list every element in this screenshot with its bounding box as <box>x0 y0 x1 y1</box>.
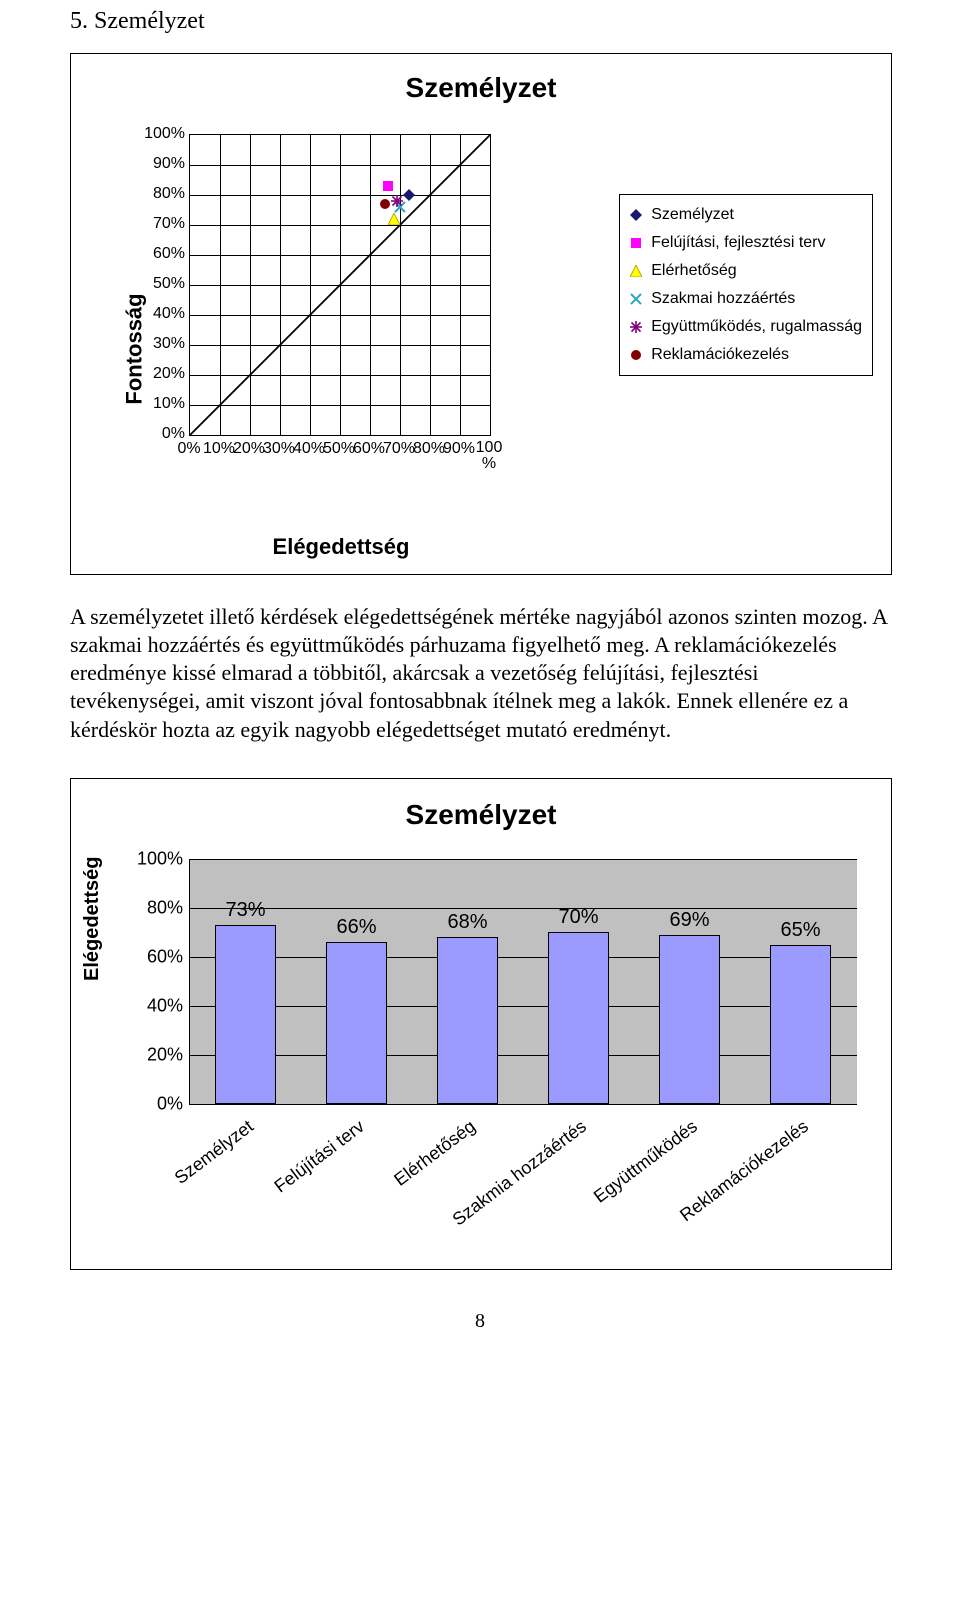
legend-label: Felújítási, fejlesztési terv <box>651 234 825 252</box>
scatter-x-tick: 20% <box>233 440 265 458</box>
legend-marker-icon <box>628 291 644 307</box>
scatter-x-tick: 60% <box>353 440 385 458</box>
legend-row: Szakmai hozzáértés <box>628 285 862 313</box>
legend-marker-icon <box>628 347 644 363</box>
bar-value-label: 65% <box>780 919 820 942</box>
bar-x-tick: Felújítási terv <box>270 1116 368 1197</box>
legend-label: Elérhetőség <box>651 262 736 280</box>
scatter-y-tick: 60% <box>137 245 185 263</box>
bar-y-tick: 60% <box>131 946 183 967</box>
scatter-x-tick: 70% <box>383 440 415 458</box>
legend-row: Együttműködés, rugalmasság <box>628 313 862 341</box>
scatter-x-tick: 10% <box>203 440 235 458</box>
page-number: 8 <box>70 1310 890 1333</box>
bar-y-axis-title: Elégedettség <box>81 856 104 980</box>
bar-title: Személyzet <box>71 779 891 839</box>
bar-x-tick: Személyzet <box>170 1116 257 1189</box>
scatter-x-tick: 90% <box>443 440 475 458</box>
bar-column: 65% <box>770 859 831 1104</box>
bar-rect: 68% <box>437 937 498 1104</box>
scatter-y-tick: 100% <box>137 125 185 143</box>
bar-column: 70% <box>548 859 609 1104</box>
bar-x-tick: Együttműködés <box>589 1116 701 1207</box>
legend-label: Szakmai hozzáértés <box>651 290 795 308</box>
bar-y-tick: 0% <box>131 1093 183 1114</box>
bar-rect: 69% <box>659 935 720 1104</box>
bar-y-tick: 100% <box>131 848 183 869</box>
scatter-y-tick: 90% <box>137 155 185 173</box>
bar-chart: Személyzet Elégedettség 73% 66% 68% 70% 69% 6… <box>70 778 892 1270</box>
legend-row: Reklamációkezelés <box>628 341 862 369</box>
bar-column: 73% <box>215 859 276 1104</box>
scatter-x-tick: 50% <box>323 440 355 458</box>
scatter-y-tick: 80% <box>137 185 185 203</box>
scatter-y-tick: 50% <box>137 275 185 293</box>
scatter-plot-area <box>189 134 491 436</box>
scatter-chart: Személyzet Fontosság 0%10%20%30%40%50%60… <box>70 53 892 575</box>
scatter-x-axis-title: Elégedettség <box>71 534 611 560</box>
bar-y-tick: 40% <box>131 995 183 1016</box>
scatter-y-tick: 20% <box>137 365 185 383</box>
scatter-y-tick: 10% <box>137 395 185 413</box>
bar-x-tick: Elérhetőség <box>390 1116 479 1191</box>
bar-plot-area: 73% 66% 68% 70% 69% 65% <box>189 859 857 1105</box>
bar-rect: 65% <box>770 945 831 1104</box>
scatter-point <box>382 180 394 192</box>
scatter-x-tick: 80% <box>413 440 445 458</box>
scatter-x-tick: 100% <box>476 440 503 472</box>
bar-rect: 73% <box>215 925 276 1104</box>
scatter-point <box>391 195 403 207</box>
scatter-x-tick: 40% <box>293 440 325 458</box>
bar-column: 69% <box>659 859 720 1104</box>
bar-y-tick: 80% <box>131 897 183 918</box>
legend-marker-icon <box>628 207 644 223</box>
legend-marker-icon <box>628 263 644 279</box>
scatter-y-tick: 40% <box>137 305 185 323</box>
scatter-legend: Személyzet Felújítási, fejlesztési terv El… <box>619 194 873 376</box>
bar-value-label: 68% <box>447 911 487 934</box>
bar-column: 68% <box>437 859 498 1104</box>
legend-label: Személyzet <box>651 206 734 224</box>
legend-row: Személyzet <box>628 201 862 229</box>
legend-row: Felújítási, fejlesztési terv <box>628 229 862 257</box>
scatter-x-tick: 0% <box>177 440 200 458</box>
legend-label: Együttműködés, rugalmasság <box>651 318 862 336</box>
legend-marker-icon <box>628 235 644 251</box>
bar-column: 66% <box>326 859 387 1104</box>
scatter-point <box>388 213 400 225</box>
bar-rect: 66% <box>326 942 387 1104</box>
bar-value-label: 70% <box>558 906 598 929</box>
scatter-y-tick: 70% <box>137 215 185 233</box>
bar-value-label: 73% <box>225 899 265 922</box>
bar-value-label: 69% <box>669 909 709 932</box>
bar-value-label: 66% <box>336 916 376 939</box>
legend-row: Elérhetőség <box>628 257 862 285</box>
analysis-paragraph: A személyzetet illető kérdések elégedett… <box>70 603 890 744</box>
bar-rect: 70% <box>548 932 609 1104</box>
scatter-title: Személyzet <box>71 54 891 114</box>
section-heading: 5. Személyzet <box>70 8 890 35</box>
legend-label: Reklamációkezelés <box>651 346 789 364</box>
scatter-x-tick: 30% <box>263 440 295 458</box>
bar-y-tick: 20% <box>131 1044 183 1065</box>
scatter-point <box>403 189 415 201</box>
legend-marker-icon <box>628 319 644 335</box>
scatter-y-tick: 30% <box>137 335 185 353</box>
scatter-point <box>379 198 391 210</box>
